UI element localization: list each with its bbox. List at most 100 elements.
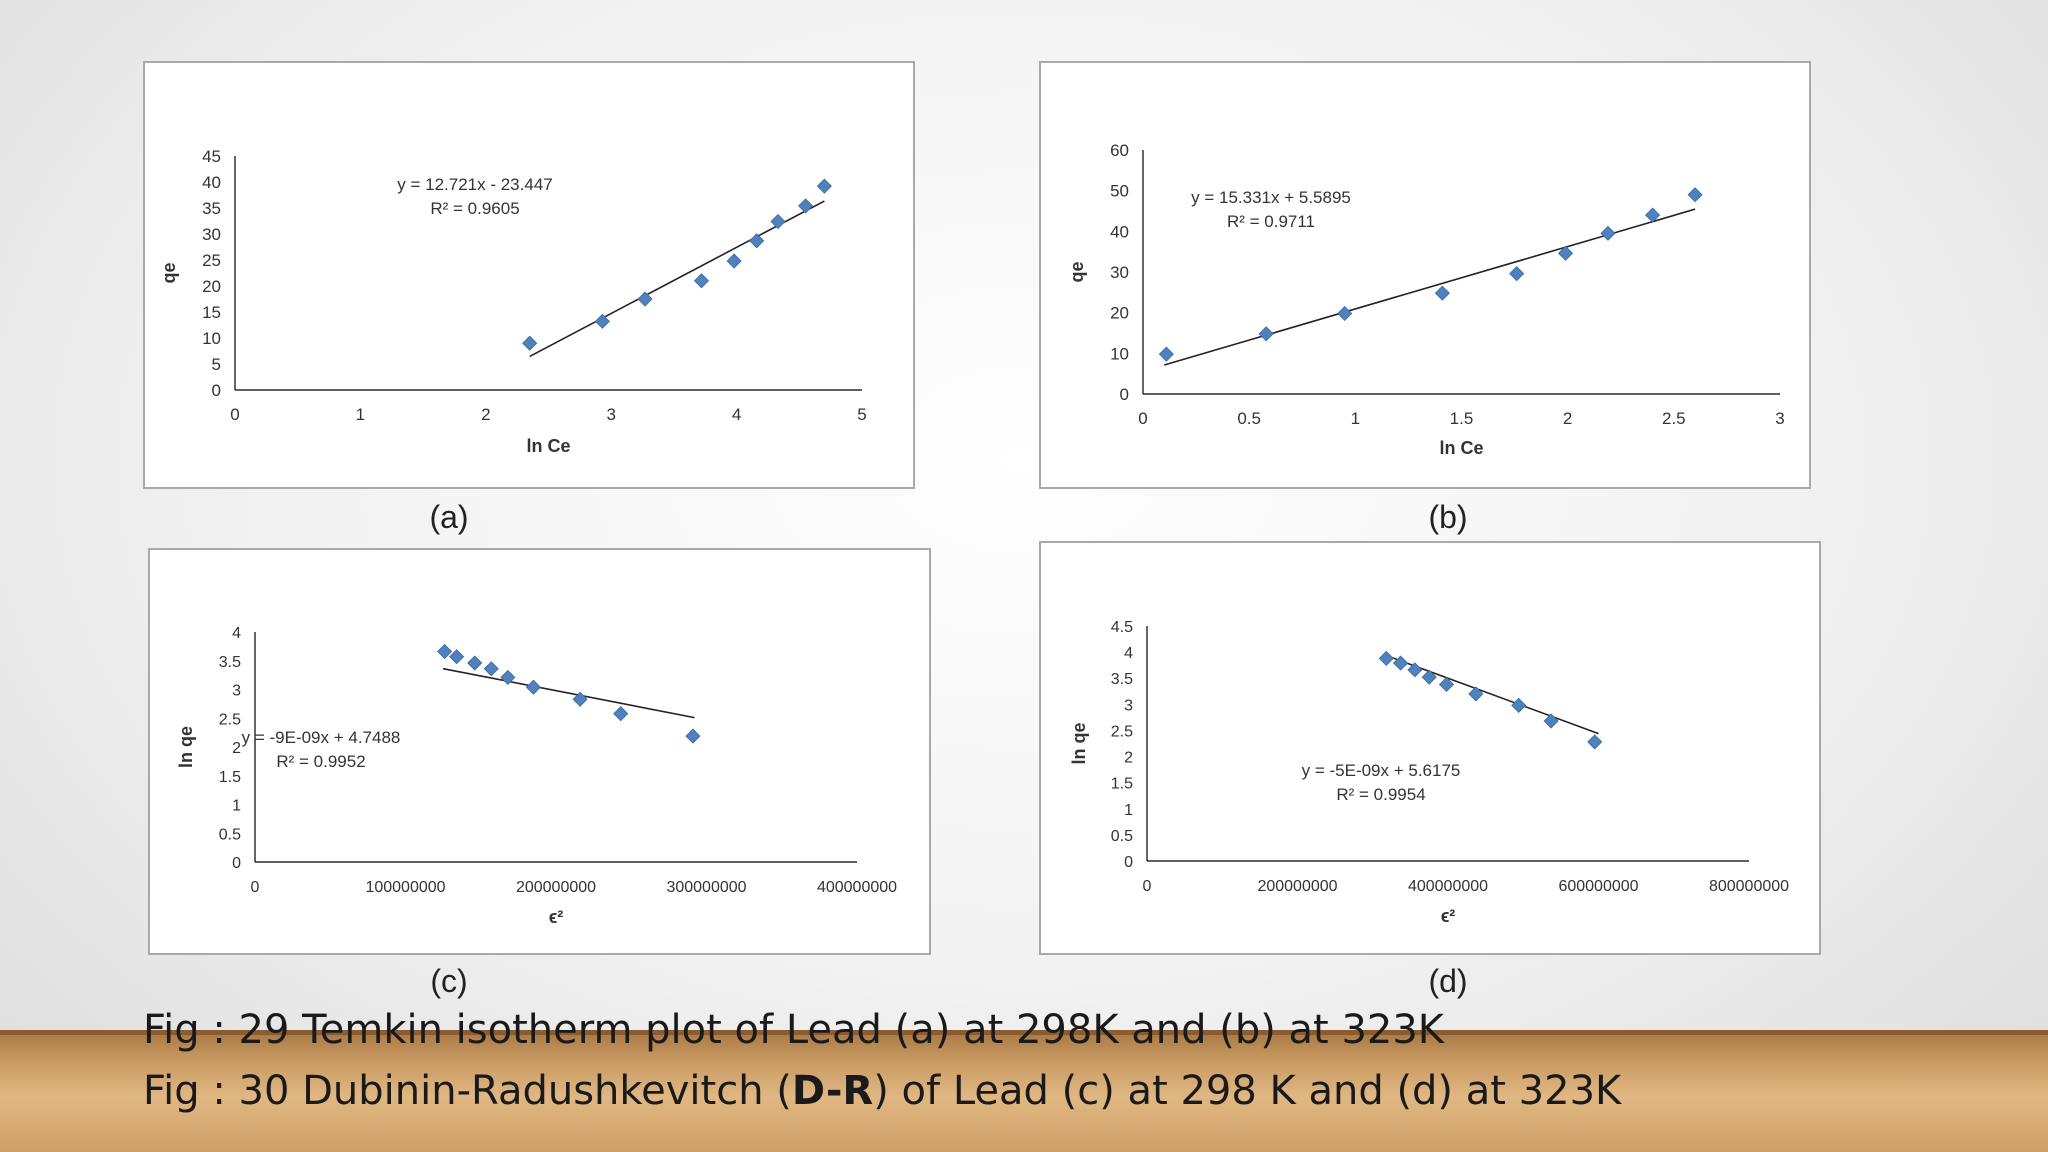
x-tick-label: 0 [230, 405, 239, 424]
y-tick-label: 1 [232, 798, 241, 815]
x-tick-label: 100000000 [365, 879, 445, 896]
x-tick-label: 200000000 [516, 879, 596, 896]
y-tick-label: 25 [202, 251, 221, 270]
x-tick-label: 5 [857, 405, 866, 424]
y-tick-label: 4.5 [1111, 619, 1133, 636]
data-point [1337, 305, 1353, 322]
x-tick-label: 400000000 [817, 879, 897, 896]
y-tick-label: 60 [1110, 141, 1129, 160]
x-tick-label: 1 [1351, 409, 1360, 428]
y-tick-label: 2 [232, 740, 241, 757]
y-tick-label: 0.5 [1111, 828, 1133, 845]
x-tick-label: 4 [732, 405, 741, 424]
data-point [637, 291, 653, 307]
x-tick-label: 2 [1563, 409, 1572, 428]
trendline [529, 200, 825, 358]
data-point [483, 661, 499, 677]
x-axis-label: ϵ² [549, 907, 564, 927]
y-tick-label: 2.5 [219, 711, 241, 728]
y-tick-label: 30 [202, 225, 221, 244]
y-tick-label: 10 [1110, 344, 1129, 363]
y-tick-label: 0 [212, 381, 221, 400]
data-point [1421, 669, 1437, 685]
data-point [467, 655, 483, 671]
data-point [449, 649, 465, 665]
y-axis-label: qe [1067, 261, 1087, 282]
data-point [525, 679, 541, 695]
caption-fig-30: Fig : 30 Dubinin-Radushkevitch (D-R) of … [143, 1068, 1621, 1114]
r-squared: R² = 0.9605 [430, 199, 519, 218]
data-point [1438, 676, 1455, 693]
data-point [1378, 650, 1394, 666]
data-point [1407, 662, 1423, 678]
caption-fig-30-prefix: Fig : 30 Dubinin-Radushkevitch ( [143, 1068, 792, 1114]
y-tick-label: 2.5 [1111, 723, 1133, 740]
y-tick-label: 3.5 [1111, 671, 1133, 688]
data-point [1543, 713, 1559, 729]
r-squared: R² = 0.9711 [1227, 212, 1315, 231]
y-tick-label: 15 [202, 303, 221, 322]
chart-a-temkin-298k: 0 1 2 3 4 5 0 5 10 15 20 25 30 35 40 45 ln Ce qe y = 12.72… [143, 61, 915, 489]
y-tick-label: 4 [232, 625, 241, 642]
data-point [1434, 285, 1450, 301]
y-tick-label: 1.5 [1111, 776, 1133, 793]
y-tick-label: 20 [202, 277, 221, 296]
y-tick-label: 10 [202, 329, 221, 348]
chart-d-dr-323k: 0 200000000 400000000 600000000 800000000 0 0.… [1039, 541, 1821, 955]
trendline [442, 667, 695, 719]
x-tick-label: 0 [1138, 409, 1147, 428]
data-point [613, 706, 629, 722]
y-tick-label: 1 [1124, 802, 1133, 819]
panel-label-c: (c) [430, 963, 468, 999]
wooden-floor-decoration [0, 1030, 2048, 1152]
x-tick-label: 2 [481, 405, 490, 424]
x-axis-label: ϵ² [1441, 906, 1456, 926]
y-tick-label: 30 [1110, 263, 1129, 282]
x-tick-label: 0 [251, 879, 260, 896]
y-tick-label: 40 [202, 173, 221, 192]
y-axis-label: ln qe [176, 726, 196, 768]
trendline [1164, 208, 1696, 366]
data-point [1158, 346, 1174, 362]
y-tick-label: 1.5 [219, 769, 241, 786]
trend-equation: y = 15.331x + 5.5895 [1191, 188, 1351, 207]
y-tick-label: 40 [1110, 222, 1129, 241]
chart-c-plot: 0 100000000 200000000 300000000 400000000 0 0.… [176, 625, 897, 927]
x-tick-label: 600000000 [1558, 878, 1638, 895]
x-tick-label: 300000000 [666, 879, 746, 896]
data-point [1511, 697, 1527, 713]
panel-label-a: (a) [429, 499, 469, 535]
data-point [500, 669, 516, 685]
data-point [1587, 734, 1603, 750]
data-point [572, 691, 588, 707]
x-tick-label: 400000000 [1408, 878, 1488, 895]
y-tick-label: 45 [202, 147, 221, 166]
data-point [1645, 207, 1661, 223]
chart-d-plot: 0 200000000 400000000 600000000 800000000 0 0.… [1069, 619, 1789, 926]
x-tick-label: 3 [606, 405, 615, 424]
data-point [522, 335, 538, 351]
x-tick-label: 200000000 [1257, 878, 1337, 895]
chart-c-dr-298k: 0 100000000 200000000 300000000 400000000 0 0.… [148, 548, 931, 955]
data-point [693, 273, 710, 289]
y-tick-label: 50 [1110, 182, 1129, 201]
y-tick-label: 3 [1124, 697, 1133, 714]
x-axis-label: ln Ce [526, 436, 570, 456]
r-squared: R² = 0.9954 [1336, 785, 1425, 804]
caption-fig-29: Fig : 29 Temkin isotherm plot of Lead (a… [143, 1007, 1444, 1053]
y-axis-label: qe [159, 262, 179, 283]
data-point [1393, 655, 1409, 671]
data-point [1509, 266, 1525, 282]
x-tick-label: 1 [356, 405, 365, 424]
x-tick-label: 800000000 [1709, 878, 1789, 895]
x-tick-label: 0.5 [1237, 409, 1261, 428]
data-point [749, 233, 765, 249]
trend-equation: y = -9E-09x + 4.7488 [242, 728, 401, 747]
trend-equation: y = 12.721x - 23.447 [397, 175, 552, 194]
caption-fig-30-suffix: ) of Lead (c) at 298 K and (d) at 323K [873, 1068, 1622, 1114]
y-tick-label: 20 [1110, 304, 1129, 323]
x-tick-label: 1.5 [1450, 409, 1474, 428]
data-point [594, 313, 610, 329]
